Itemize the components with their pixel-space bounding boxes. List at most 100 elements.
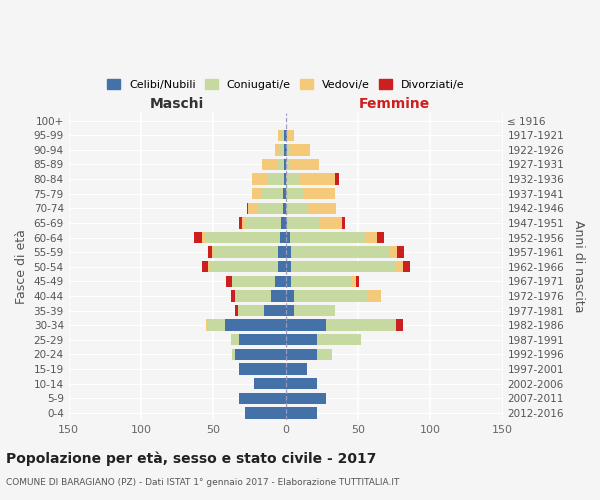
Bar	[319, 217, 342, 228]
Bar	[292, 261, 395, 272]
Bar	[286, 305, 294, 316]
Bar	[225, 320, 286, 331]
Bar	[356, 276, 359, 287]
Bar	[209, 261, 278, 272]
Bar	[238, 305, 264, 316]
Bar	[286, 392, 326, 404]
Bar	[248, 202, 257, 214]
Text: Popolazione per età, sesso e stato civile - 2017: Popolazione per età, sesso e stato civil…	[6, 451, 376, 466]
Bar	[352, 276, 356, 287]
Bar	[284, 174, 286, 185]
Bar	[317, 348, 332, 360]
Bar	[286, 261, 292, 272]
Bar	[286, 290, 294, 302]
Bar	[286, 276, 292, 287]
Bar	[286, 202, 307, 214]
Bar	[271, 290, 286, 302]
Y-axis label: Fasce di età: Fasce di età	[15, 230, 28, 304]
Bar	[239, 392, 286, 404]
Bar	[230, 334, 232, 345]
Bar	[286, 144, 287, 156]
Bar	[254, 378, 286, 390]
Bar	[202, 232, 205, 243]
Bar	[230, 290, 235, 302]
Bar	[397, 246, 404, 258]
Bar	[335, 174, 339, 185]
Bar	[239, 217, 242, 228]
Bar	[286, 159, 290, 170]
Bar	[235, 305, 238, 316]
Bar	[262, 159, 277, 170]
Bar	[326, 320, 395, 331]
Bar	[245, 217, 281, 228]
Text: Maschi: Maschi	[150, 97, 204, 111]
Bar	[278, 261, 286, 272]
Bar	[275, 144, 280, 156]
Bar	[232, 334, 239, 345]
Bar	[367, 290, 381, 302]
Bar	[261, 188, 283, 200]
Bar	[208, 246, 212, 258]
Bar	[205, 232, 280, 243]
Bar	[403, 261, 410, 272]
Bar	[283, 202, 286, 214]
Bar	[267, 174, 284, 185]
Bar	[277, 159, 284, 170]
Bar	[278, 130, 281, 141]
Text: Femmine: Femmine	[358, 97, 430, 111]
Bar	[206, 320, 208, 331]
Bar	[290, 232, 365, 243]
Bar	[286, 232, 290, 243]
Bar	[257, 202, 283, 214]
Bar	[286, 188, 303, 200]
Bar	[284, 159, 286, 170]
Bar	[208, 261, 209, 272]
Bar	[286, 217, 287, 228]
Bar	[235, 348, 286, 360]
Bar	[365, 232, 377, 243]
Bar	[280, 144, 284, 156]
Bar	[292, 276, 352, 287]
Bar	[253, 174, 267, 185]
Bar	[395, 320, 403, 331]
Bar	[287, 130, 294, 141]
Bar	[377, 232, 384, 243]
Bar	[395, 261, 403, 272]
Bar	[278, 246, 286, 258]
Text: COMUNE DI BARAGIANO (PZ) - Dati ISTAT 1° gennaio 2017 - Elaborazione TUTTITALIA.: COMUNE DI BARAGIANO (PZ) - Dati ISTAT 1°…	[6, 478, 400, 487]
Bar	[307, 202, 336, 214]
Bar	[286, 348, 317, 360]
Bar	[300, 174, 335, 185]
Bar	[247, 202, 248, 214]
Bar	[287, 144, 290, 156]
Bar	[342, 217, 345, 228]
Bar	[280, 232, 286, 243]
Bar	[390, 246, 397, 258]
Bar	[284, 130, 286, 141]
Bar	[286, 378, 317, 390]
Bar	[286, 407, 317, 418]
Bar	[202, 261, 208, 272]
Bar	[286, 174, 300, 185]
Bar	[194, 232, 202, 243]
Bar	[303, 188, 335, 200]
Bar	[294, 305, 335, 316]
Bar	[317, 334, 361, 345]
Bar	[292, 246, 390, 258]
Bar	[242, 217, 245, 228]
Bar	[232, 276, 275, 287]
Bar	[239, 334, 286, 345]
Bar	[286, 130, 287, 141]
Bar	[264, 305, 286, 316]
Bar	[284, 144, 286, 156]
Bar	[239, 364, 286, 374]
Bar	[283, 188, 286, 200]
Bar	[275, 276, 286, 287]
Bar	[253, 188, 261, 200]
Bar	[226, 276, 232, 287]
Bar	[281, 130, 284, 141]
Bar	[286, 320, 326, 331]
Bar	[290, 159, 319, 170]
Bar	[232, 348, 235, 360]
Bar	[287, 217, 319, 228]
